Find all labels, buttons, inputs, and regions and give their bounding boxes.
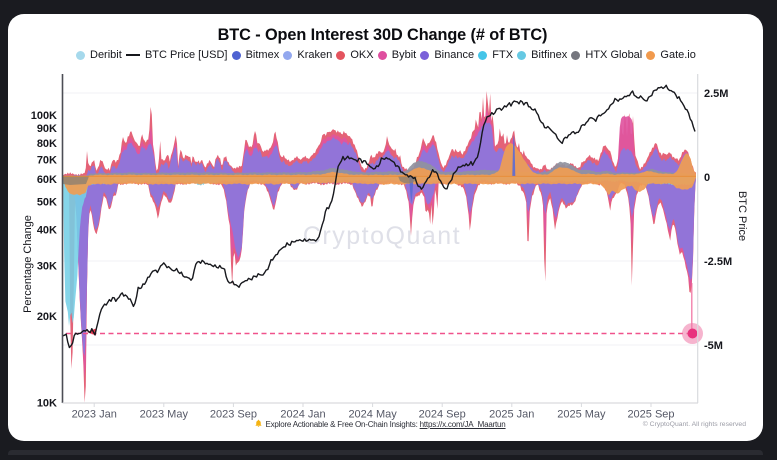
svg-text:2024 Jan: 2024 Jan xyxy=(280,409,325,421)
svg-text:2.5M: 2.5M xyxy=(704,88,728,100)
svg-text:30K: 30K xyxy=(37,260,57,272)
svg-text:70K: 70K xyxy=(37,155,57,167)
svg-text:100K: 100K xyxy=(31,110,57,122)
svg-text:Percentage Change: Percentage Change xyxy=(22,215,34,313)
svg-text:2024 Sep: 2024 Sep xyxy=(419,409,466,421)
svg-text:10K: 10K xyxy=(37,398,57,410)
svg-text:2023 Jan: 2023 Jan xyxy=(72,409,117,421)
svg-text:50K: 50K xyxy=(37,197,57,209)
svg-text:BTC Price: BTC Price xyxy=(736,191,748,241)
svg-text:2023 May: 2023 May xyxy=(140,409,189,421)
svg-text:-5M: -5M xyxy=(704,340,723,352)
svg-text:80K: 80K xyxy=(37,138,57,150)
svg-text:-2.5M: -2.5M xyxy=(704,256,732,268)
svg-text:2025 May: 2025 May xyxy=(557,409,606,421)
svg-text:0: 0 xyxy=(704,172,710,184)
svg-text:2023 Sep: 2023 Sep xyxy=(210,409,257,421)
svg-text:2025 Jan: 2025 Jan xyxy=(489,409,534,421)
svg-text:20K: 20K xyxy=(37,311,57,323)
svg-text:90K: 90K xyxy=(37,123,57,135)
svg-text:40K: 40K xyxy=(37,224,57,236)
svg-text:2024 May: 2024 May xyxy=(348,409,397,421)
svg-text:2025 Sep: 2025 Sep xyxy=(627,409,674,421)
svg-text:CryptoQuant: CryptoQuant xyxy=(303,222,461,250)
svg-text:60K: 60K xyxy=(37,174,57,186)
